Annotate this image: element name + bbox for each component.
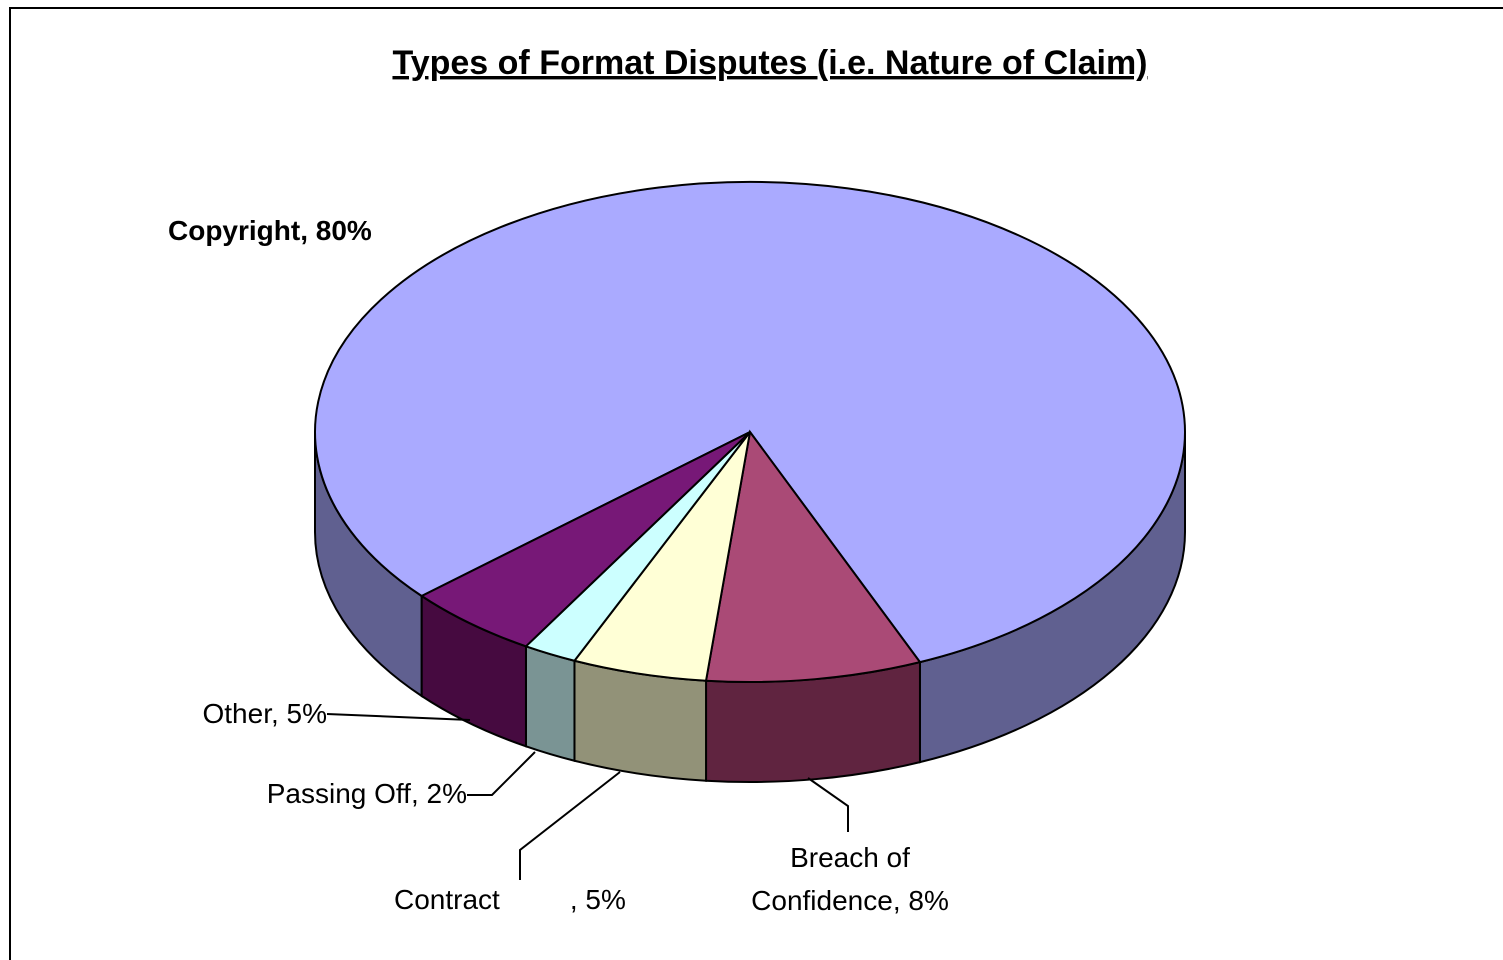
leader-line bbox=[326, 713, 471, 721]
pie-side bbox=[524, 644, 576, 763]
leader-line bbox=[519, 771, 621, 880]
pie-slice bbox=[704, 429, 922, 683]
label-value: , 5% bbox=[569, 884, 626, 915]
data-label: Other, 5% bbox=[202, 692, 327, 735]
leader-line bbox=[467, 751, 536, 796]
label-category: Copyright bbox=[168, 215, 301, 246]
label-category: Breach of Confidence bbox=[751, 842, 910, 916]
pie-slice bbox=[314, 181, 1186, 664]
label-value: , 5% bbox=[270, 698, 327, 729]
pie-slice bbox=[419, 431, 751, 648]
data-label: Breach of Confidence, 8% bbox=[725, 836, 975, 922]
leader-line bbox=[807, 777, 849, 832]
data-label: Passing Off, 2% bbox=[267, 772, 467, 815]
chart-title: Types of Format Disputes (i.e. Nature of… bbox=[392, 44, 1147, 82]
label-value: , 2% bbox=[410, 778, 467, 809]
leader-lines bbox=[326, 713, 849, 880]
pie bbox=[314, 181, 1186, 783]
data-label: Contract , 5% bbox=[394, 878, 626, 921]
label-category: Passing Off bbox=[266, 778, 411, 809]
frame bbox=[9, 7, 1503, 960]
label-value: , 8% bbox=[892, 885, 949, 916]
label-category: Other bbox=[202, 698, 271, 729]
data-label: Copyright, 80% bbox=[168, 209, 372, 252]
label-value: , 80% bbox=[300, 215, 372, 246]
label-category: Contract bbox=[394, 884, 500, 915]
